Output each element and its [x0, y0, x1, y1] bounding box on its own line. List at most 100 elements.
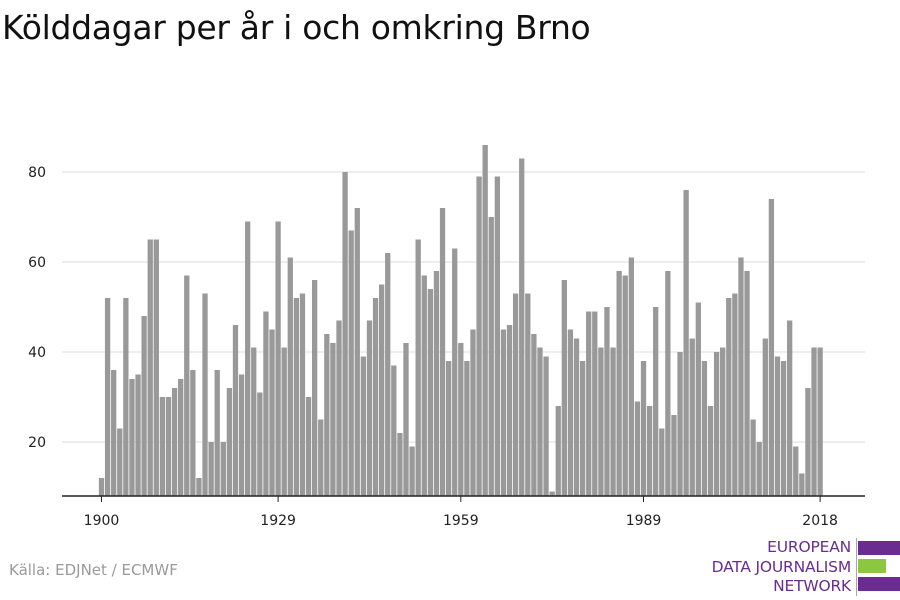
bar-1977: [567, 329, 574, 496]
bar-2002: [720, 347, 726, 496]
bar-1967: [506, 325, 513, 496]
bar-1979: [579, 361, 586, 496]
bar-1928: [269, 329, 275, 496]
bar-1991: [653, 307, 659, 496]
bar-1932: [293, 298, 300, 496]
y-tick-label: 20: [28, 435, 46, 451]
y-tick-label: 60: [28, 255, 46, 271]
x-tick-label: 2018: [802, 513, 838, 529]
bar-1912: [171, 388, 178, 496]
bar-1903: [117, 428, 123, 496]
bar-2000: [707, 406, 714, 496]
bar-1988: [634, 401, 641, 496]
bar-1963: [482, 145, 488, 496]
bar-1968: [512, 293, 519, 496]
bar-1975: [555, 406, 561, 496]
bar-1930: [281, 347, 287, 496]
bar-1965: [494, 176, 500, 496]
bar-1964: [488, 217, 494, 496]
bar-1945: [372, 298, 379, 496]
bar-1939: [336, 320, 342, 496]
x-tick-label: 1900: [84, 513, 120, 529]
bar-1915: [190, 370, 196, 496]
bar-1921: [226, 388, 233, 496]
bar-1999: [701, 361, 708, 496]
x-tick-label: 1989: [626, 513, 662, 529]
bar-1909: [153, 239, 159, 496]
logo-line-3: NETWORK: [773, 577, 851, 595]
bar-1933: [299, 293, 306, 496]
bar-1989: [640, 361, 647, 496]
bar-2014: [793, 446, 799, 496]
logo-line-1: EUROPEAN: [767, 538, 851, 556]
bar-1959: [458, 343, 464, 496]
bar-1924: [245, 221, 251, 496]
bar-1907: [141, 316, 147, 496]
bar-1957: [445, 361, 452, 496]
bar-2006: [744, 271, 750, 496]
bar-1919: [214, 370, 220, 496]
logo-bar-purple-bottom: [858, 577, 900, 591]
bar-1904: [123, 298, 129, 496]
bar-1971: [531, 334, 537, 496]
bar-1960: [464, 361, 470, 496]
bar-2015: [799, 473, 805, 496]
bar-1990: [646, 406, 653, 496]
bar-1917: [202, 293, 208, 496]
bar-1926: [257, 392, 263, 496]
y-tick-label: 40: [28, 345, 46, 361]
bar-1935: [312, 280, 318, 496]
bar-1902: [111, 370, 117, 496]
logo-bar-green: [858, 559, 886, 573]
bar-2013: [787, 320, 793, 496]
bar-1920: [220, 442, 226, 496]
bar-1973: [543, 356, 549, 496]
bar-1997: [689, 338, 695, 496]
bar-1995: [677, 352, 683, 496]
bar-1950: [403, 343, 409, 496]
bar-1966: [500, 329, 507, 496]
bar-1970: [525, 293, 531, 496]
bar-2011: [774, 356, 781, 496]
bar-2001: [713, 352, 720, 496]
bar-2003: [726, 298, 732, 496]
bar-1925: [251, 347, 257, 496]
bar-1941: [348, 230, 354, 496]
bar-1978: [573, 338, 580, 496]
logo-line-2: DATA JOURNALISM: [711, 557, 852, 576]
bar-1982: [598, 347, 604, 496]
bar-2009: [762, 338, 768, 496]
bar-2017: [811, 347, 817, 496]
bar-1976: [561, 280, 567, 496]
bar-1927: [263, 311, 269, 496]
y-tick-label: 80: [28, 165, 46, 181]
bar-1929: [275, 221, 281, 496]
bar-1981: [592, 311, 598, 496]
bar-1987: [628, 257, 634, 496]
bar-1951: [409, 446, 415, 496]
x-tick-label: 1929: [260, 513, 296, 529]
logo-text: EUROPEAN DATA JOURNALISM NETWORK: [711, 538, 852, 597]
bar-2004: [732, 293, 738, 496]
bar-2005: [738, 257, 744, 496]
logo-bar-purple-top: [858, 541, 900, 555]
bar-1998: [695, 302, 701, 496]
bar-1916: [196, 478, 202, 496]
bar-1947: [385, 253, 391, 496]
bar-1906: [135, 374, 141, 496]
bar-1994: [671, 415, 677, 496]
bar-1937: [324, 334, 330, 496]
bar-1993: [665, 271, 671, 496]
bar-1934: [305, 397, 312, 496]
bars: [98, 145, 823, 496]
bar-1931: [287, 257, 293, 496]
bar-1913: [178, 379, 184, 496]
bar-1985: [616, 271, 622, 496]
bar-1953: [421, 275, 427, 496]
bar-1918: [208, 442, 214, 496]
bar-1996: [683, 190, 689, 496]
bar-1910: [159, 397, 166, 496]
bar-1948: [391, 365, 397, 496]
bar-1952: [415, 239, 421, 496]
bar-1958: [452, 248, 458, 496]
